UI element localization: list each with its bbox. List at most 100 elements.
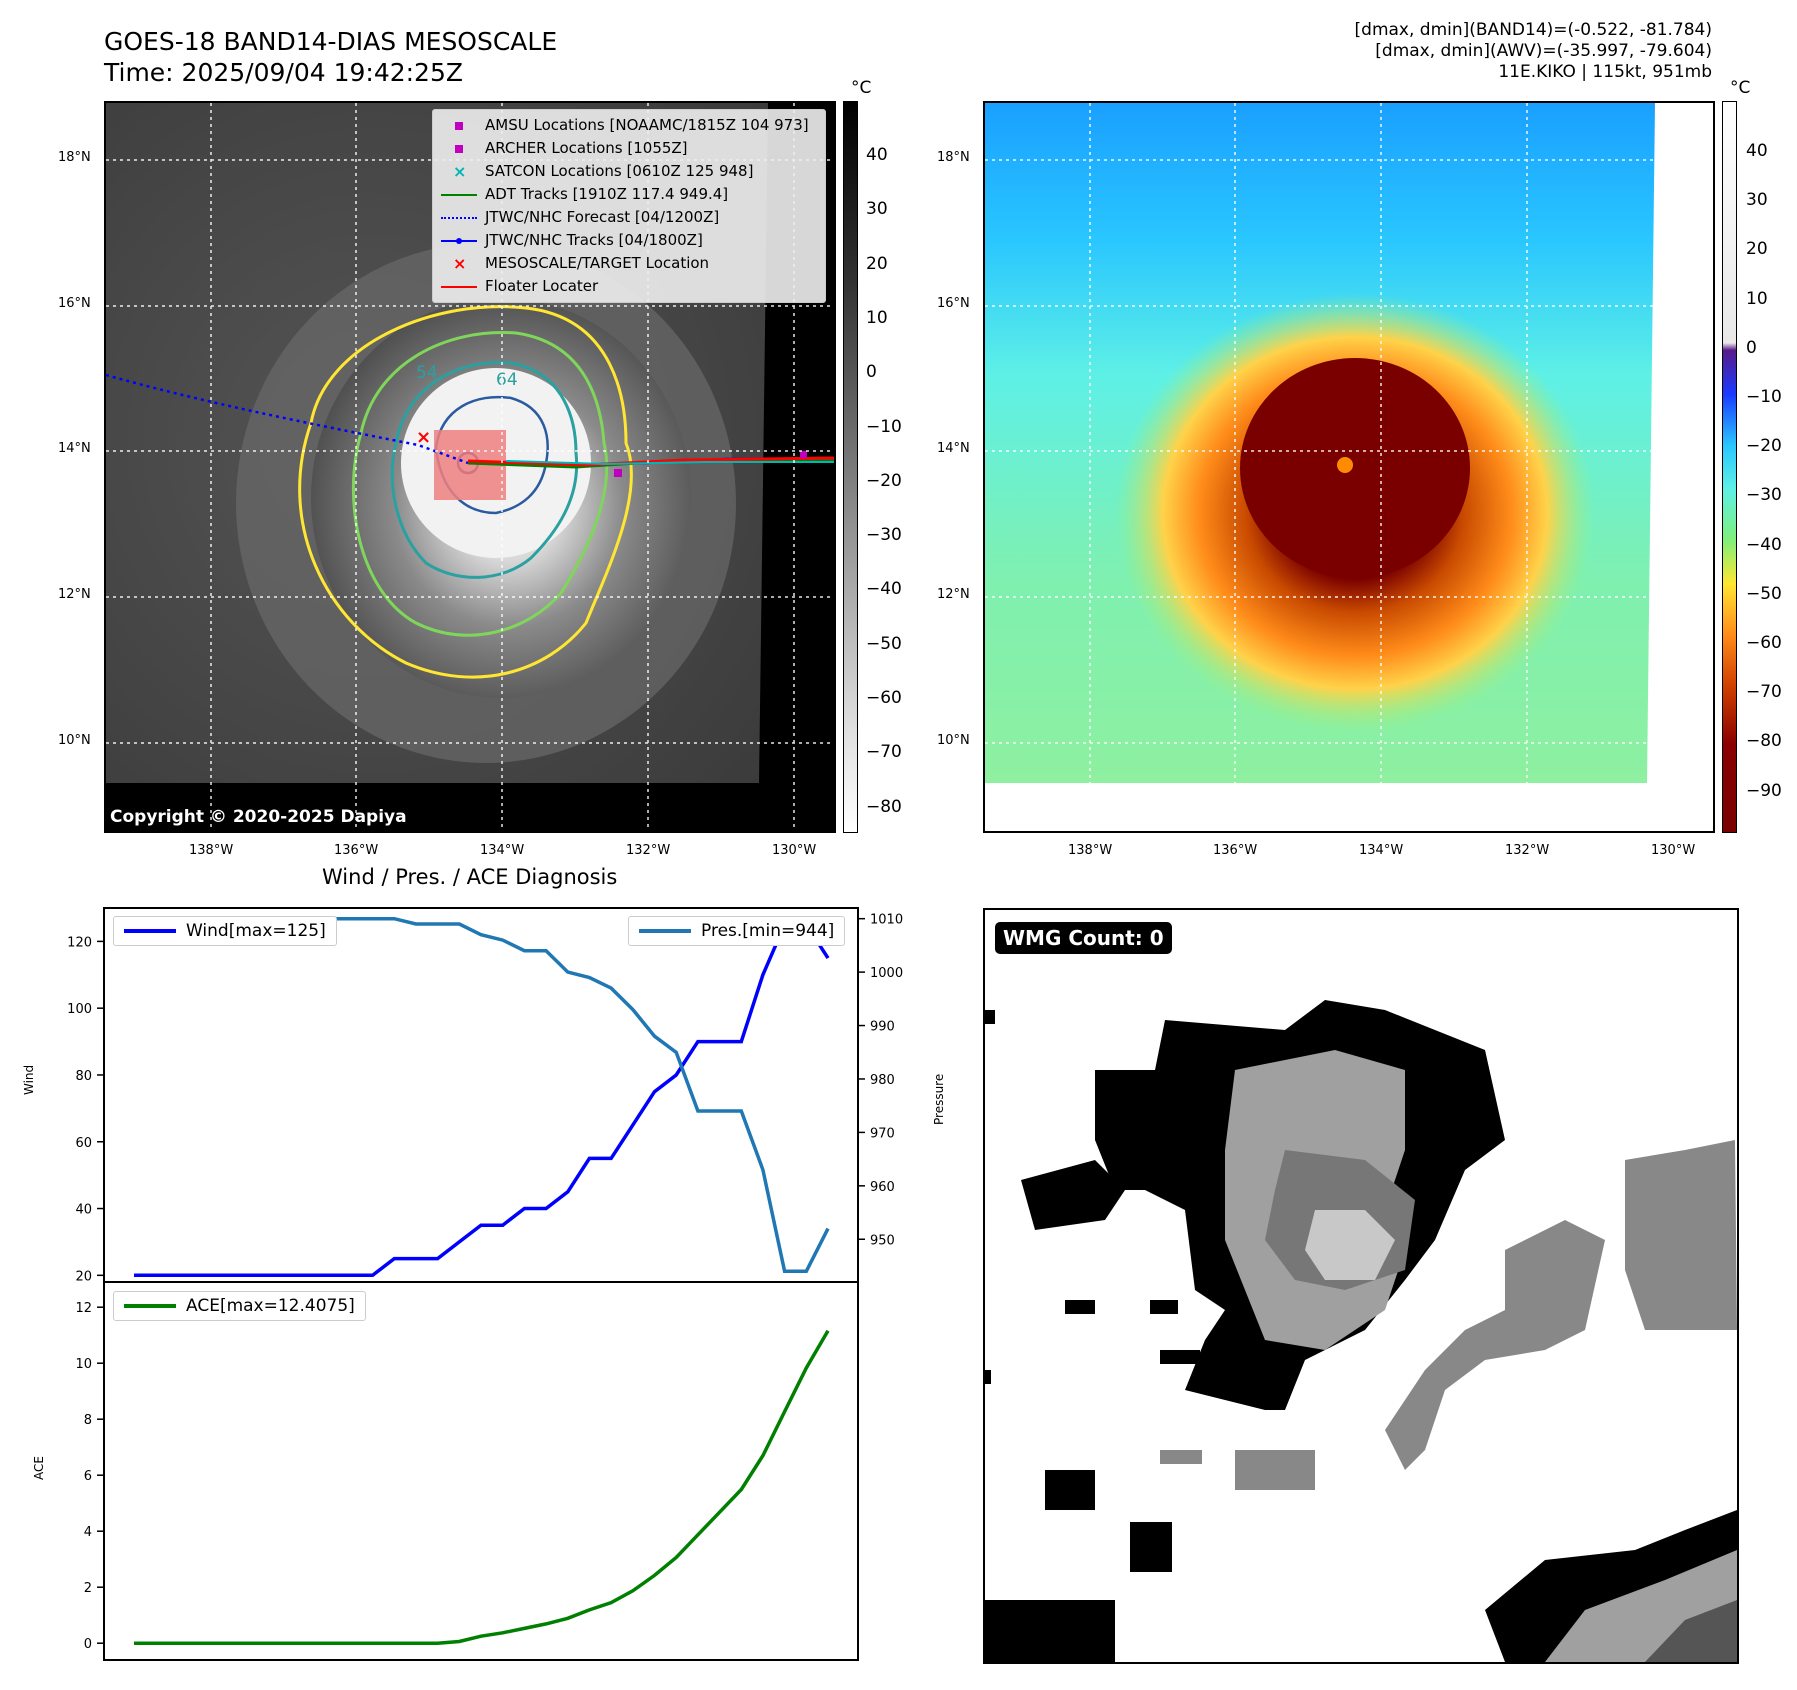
color-colorbar-tick-label: 0 (1746, 337, 1757, 358)
ace-axis-tick-label: 10 (75, 1357, 92, 1372)
ace-axis-label: ACE (32, 1456, 46, 1480)
wmg-image (985, 1000, 1737, 1662)
pressure-series-line (134, 916, 830, 1274)
amsu-marker (614, 469, 622, 477)
wind-legend-line-icon (124, 929, 176, 933)
color-colorbar-tick-label: −20 (1746, 436, 1782, 457)
lon-tick: 132°W (1505, 843, 1550, 858)
pressure-axis-tick-label: 1000 (870, 966, 903, 981)
ace-series-line (134, 1329, 830, 1645)
ace-legend: ACE[max=12.4075] (113, 1291, 366, 1321)
wind-axis-tick-label: 100 (67, 1002, 92, 1017)
legend-item-adt: ADT Tracks [1910Z 117.4 949.4] (441, 183, 817, 206)
lat-tick: 16°N (58, 296, 91, 311)
lat-tick: 18°N (58, 150, 91, 165)
gray-colorbar-tick-label: 20 (866, 253, 888, 274)
amsu-marker (800, 451, 807, 458)
enhanced-map-panel (983, 101, 1715, 833)
wind-axis-tick-label: 40 (75, 1203, 92, 1218)
lon-tick: 136°W (1213, 843, 1258, 858)
legend-item-jtwc: JTWC/NHC Tracks [04/1800Z] (441, 229, 817, 252)
stats-band14: [dmax, dmin](BAND14)=(-0.522, -81.784) (1354, 20, 1712, 40)
ace-axis-tick-label: 8 (84, 1413, 92, 1428)
wind-axis-label: Wind (22, 1064, 36, 1095)
wind-series-line (134, 922, 830, 1278)
header-stats-block: [dmax, dmin](BAND14)=(-0.522, -81.784) [… (1355, 20, 1712, 83)
ace-axis-tick-label: 4 (84, 1525, 92, 1540)
gray-colorbar-tick-label: −20 (866, 470, 902, 491)
pressure-axis-label: Pressure (932, 1073, 946, 1125)
lon-tick: 138°W (1068, 843, 1113, 858)
contour-label-64: 64 (496, 370, 518, 390)
header-title-block: GOES-18 BAND14-DIAS MESOSCALE Time: 2025… (104, 26, 557, 88)
line-icon (441, 280, 477, 294)
forecast-track (106, 373, 469, 465)
gray-colorbar-tick-label: −40 (866, 579, 902, 600)
target-x-marker: × (416, 427, 431, 448)
gray-colorbar-tick-label: −10 (866, 416, 902, 437)
color-colorbar-tick-label: 40 (1746, 141, 1768, 161)
lat-tick: 18°N (937, 150, 970, 165)
wind-axis-tick-label: 120 (67, 935, 92, 950)
ace-legend-line-icon (124, 1304, 176, 1308)
ace-axis-tick-label: 0 (84, 1637, 92, 1652)
lat-tick: 16°N (937, 296, 970, 311)
map-legend: AMSU Locations [NOAAMC/1815Z 104 973] AR… (432, 109, 826, 303)
lon-tick: 138°W (189, 843, 234, 858)
figure-title: GOES-18 BAND14-DIAS MESOSCALE (104, 27, 558, 56)
wind-axis-tick-label: 20 (75, 1269, 92, 1284)
legend-item-floater: Floater Locater (441, 275, 817, 298)
gray-colorbar-tick-label: 30 (866, 199, 888, 220)
color-colorbar-tick-label: −50 (1746, 583, 1782, 604)
dot-line-icon (441, 234, 477, 248)
pressure-legend: Pres.[min=944] (628, 916, 846, 946)
square-icon (441, 119, 477, 133)
pressure-axis-tick-label: 960 (870, 1180, 895, 1195)
legend-item-satcon: × SATCON Locations [0610Z 125 948] (441, 160, 817, 183)
wind-axis-tick-label: 80 (75, 1069, 92, 1084)
stats-awv: [dmax, dmin](AWV)=(-35.997, -79.604) (1375, 41, 1712, 61)
color-colorbar-tick-label: 10 (1746, 288, 1768, 309)
color-colorbar-tick-label: −40 (1746, 534, 1782, 555)
gray-colorbar-tick-label: −70 (866, 742, 902, 763)
lat-tick: 14°N (937, 441, 970, 456)
ir-map-panel: 54 64 × Copyright © 2020-2025 Dapiya (104, 101, 836, 833)
gray-colorbar-tick-label: −80 (866, 796, 902, 817)
figure-time: Time: 2025/09/04 19:42:25Z (104, 58, 463, 87)
gray-colorbar-tick-label: −60 (866, 688, 902, 708)
color-colorbar-tick-label: −70 (1746, 682, 1782, 703)
gray-colorbar-tick-label: −30 (866, 525, 902, 546)
line-icon (441, 188, 477, 202)
ace-axis-tick-label: 12 (75, 1301, 92, 1316)
wind-axis-tick-label: 60 (75, 1136, 92, 1151)
storm-info: 11E.KIKO | 115kt, 951mb (1498, 62, 1712, 82)
color-colorbar-tick-label: 20 (1746, 239, 1768, 260)
color-colorbar-tick-label: −60 (1746, 633, 1782, 653)
lon-tick: 136°W (334, 843, 379, 858)
gray-colorbar-tick-label: 10 (866, 307, 888, 328)
pressure-axis-tick-label: 980 (870, 1073, 895, 1088)
contour-label-54: 54 (416, 363, 438, 383)
pressure-axis-tick-label: 970 (870, 1126, 895, 1141)
lon-tick: 130°W (772, 843, 817, 858)
color-colorbar (1722, 101, 1737, 833)
chart-title: Wind / Pres. / ACE Diagnosis (322, 865, 618, 889)
square-icon (441, 142, 477, 156)
legend-item-forecast: JTWC/NHC Forecast [04/1200Z] (441, 206, 817, 229)
lat-tick: 12°N (58, 587, 91, 602)
gray-colorbar-tick-label: 0 (866, 362, 877, 383)
lat-tick: 12°N (937, 587, 970, 602)
color-colorbar-tick-label: −80 (1746, 731, 1782, 752)
color-colorbar-tick-label: −30 (1746, 485, 1782, 506)
lon-tick: 132°W (626, 843, 671, 858)
color-colorbar-tick-label: −10 (1746, 387, 1782, 407)
gray-colorbar-unit: °C (851, 78, 872, 98)
ace-axis-tick-label: 6 (84, 1469, 92, 1484)
lat-tick: 10°N (58, 733, 91, 748)
wmg-count: WMG Count: 0 (995, 922, 1172, 954)
copyright: Copyright © 2020-2025 Dapiya (110, 807, 407, 827)
lon-tick: 130°W (1651, 843, 1696, 858)
lon-tick: 134°W (1359, 843, 1404, 858)
lat-tick: 10°N (937, 733, 970, 748)
pressure-axis-tick-label: 1010 (870, 913, 903, 928)
